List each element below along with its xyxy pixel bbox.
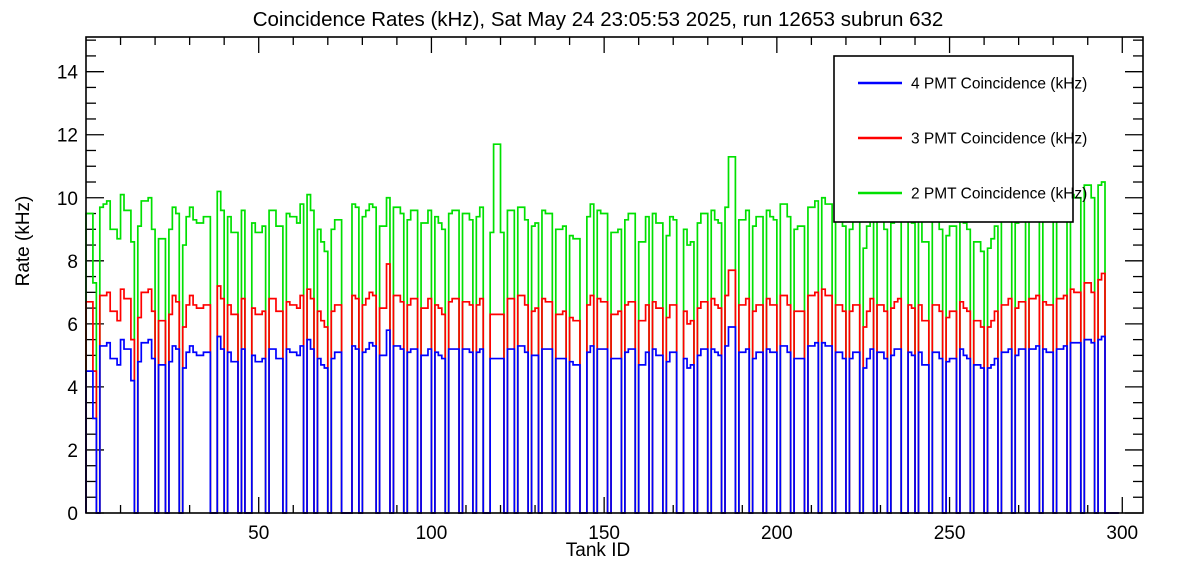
chart-legend: 4 PMT Coincidence (kHz) 3 PMT Coincidence…	[833, 55, 1087, 223]
x-tick-label: 100	[416, 523, 448, 544]
y-tick-label: 6	[67, 315, 78, 336]
series-4-pmt-coincidence-khz	[85, 326, 1119, 514]
x-tick-label: 150	[588, 523, 620, 544]
y-tick-label: 2	[67, 441, 78, 462]
x-tick-label: 50	[248, 523, 269, 544]
chart-title: Coincidence Rates (kHz), Sat May 24 23:0…	[252, 8, 944, 31]
axes-group: 0 2 4 6 8 10 12 14 50 100 150 200 250 300	[57, 37, 1143, 544]
legend-label-3: 2 PMT Coincidence (kHz)	[911, 186, 1087, 203]
y-tick-label: 8	[67, 252, 78, 273]
y-tick-label: 10	[57, 189, 78, 210]
x-tick-label: 300	[1106, 523, 1138, 544]
x-axis-label: Tank ID	[565, 540, 631, 561]
axis-frame	[85, 36, 1144, 514]
legend-label-1: 4 PMT Coincidence (kHz)	[911, 76, 1087, 93]
plot-frame	[85, 36, 1144, 514]
x-tick-label: 200	[761, 523, 793, 544]
y-tick-label: 14	[57, 63, 79, 84]
y-tick-label: 4	[67, 378, 78, 399]
y-tick-label: 0	[67, 504, 78, 525]
y-tick-label: 12	[57, 126, 78, 147]
x-tick-label: 250	[934, 523, 966, 544]
legend-label-2: 3 PMT Coincidence (kHz)	[911, 131, 1087, 148]
